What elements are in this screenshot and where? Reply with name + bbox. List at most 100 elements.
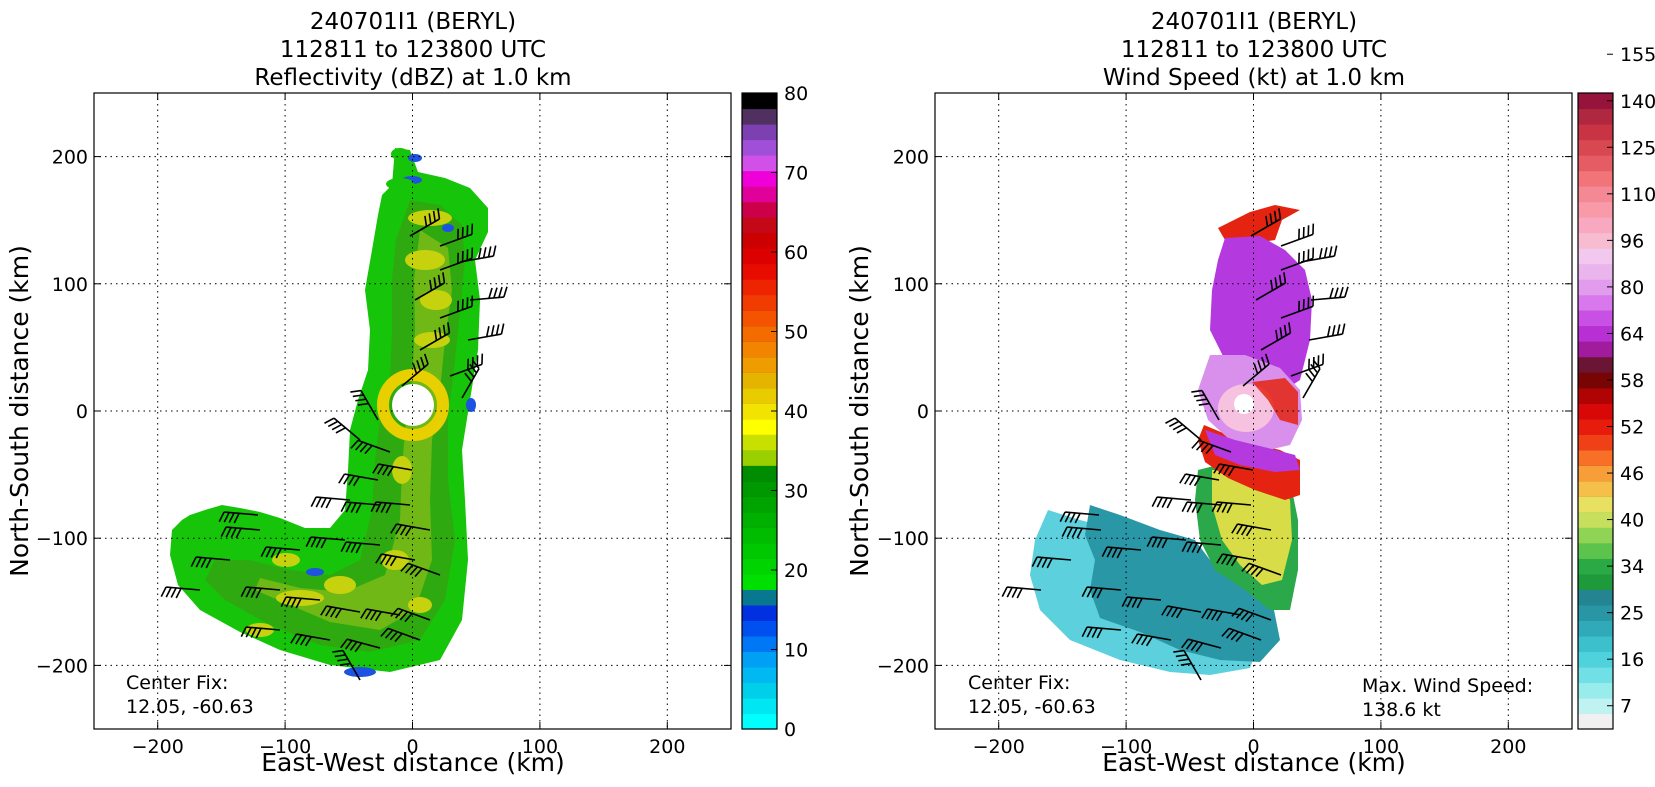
wind-barb (375, 553, 416, 567)
y-tick-label: −100 (36, 528, 88, 550)
isolated-echoes (386, 148, 414, 190)
colorbar-segment (742, 697, 777, 715)
colorbar-wind-speed: 7 16 25 34 40 46 52 58 64 80 96 110 125 140 155 (1577, 44, 1655, 730)
colorbar-tick-label: 34 (1620, 556, 1644, 578)
wind-barb (1280, 223, 1315, 247)
colorbar-segment (1578, 418, 1613, 435)
wind-purple-band (1205, 430, 1300, 472)
x-axis-ticks: −200 −100 0 100 200 (973, 93, 1526, 758)
wind-barb (390, 607, 431, 623)
center-fix-value: 12.05, -60.63 (126, 696, 254, 718)
colorbar-segment (742, 682, 777, 699)
wind-barb (1081, 586, 1122, 599)
colorbar-segment (1578, 217, 1613, 234)
colorbar-segment (742, 108, 777, 125)
colorbar-tick-label: 80 (784, 83, 808, 105)
colorbar-segment (1578, 620, 1613, 637)
wind-barb (467, 323, 505, 341)
colorbar-tick-label: 96 (1620, 230, 1644, 252)
colorbar-segment (742, 604, 777, 622)
x-tick-label: −200 (973, 736, 1025, 758)
wind-barb (1061, 526, 1102, 539)
wind-barb (1308, 323, 1346, 341)
y-tick-label: −200 (36, 655, 88, 677)
wind-barb (1216, 553, 1257, 567)
wind-barb (409, 208, 441, 237)
wind-barb (320, 605, 361, 619)
x-axis-label: East-West distance (km) (1102, 748, 1406, 777)
colorbar-tick-label: 40 (784, 401, 808, 423)
colorbar-segment (1578, 558, 1613, 575)
x-tick-label: 0 (1247, 736, 1259, 758)
colorbar-segment (1578, 449, 1613, 466)
wind-barb (340, 541, 381, 554)
colorbar-segment (1578, 139, 1613, 156)
chart-title-line-1: 240701I1 (BERYL) (1151, 9, 1357, 35)
wind-barb (218, 511, 259, 524)
colorbar-segment (742, 589, 777, 606)
colorbar-tick-label: 40 (1620, 510, 1644, 532)
colorbar-segment (1578, 666, 1613, 684)
wind-speed-panel: 240701I1 (BERYL) 112811 to 123800 UTC Wi… (845, 9, 1655, 777)
colorbar-segment (742, 139, 777, 156)
colorbar-segment (1578, 341, 1613, 358)
wind-barb (401, 353, 429, 387)
wind-barb (1242, 353, 1270, 387)
colorbar-segment (742, 434, 777, 451)
x-tick-label: 100 (1363, 736, 1399, 758)
colorbar-segment (742, 325, 777, 342)
chart-title-line-2: 112811 to 123800 UTC (1121, 37, 1387, 63)
wind-barb (1181, 638, 1222, 653)
colorbar-segment (742, 93, 777, 110)
wind-teal (1085, 505, 1280, 662)
wind-barb (1059, 511, 1100, 524)
wind-barb (360, 608, 401, 622)
x-tick-label: −100 (259, 736, 311, 758)
wind-barb (290, 633, 331, 647)
wind-barb (220, 526, 261, 539)
wind-barb (1221, 627, 1262, 643)
colorbar-segment (1578, 186, 1613, 203)
colorbar-segment (1578, 155, 1613, 172)
wind-speed-field (1030, 205, 1312, 675)
wind-barbs (160, 208, 508, 681)
chart-title-line-3: Wind Speed (kt) at 1.0 km (1103, 65, 1405, 91)
wind-barb (1191, 439, 1232, 455)
colorbar-segment (1578, 511, 1613, 528)
y-tick-label: 200 (893, 147, 929, 169)
wind-purple-north (1210, 236, 1312, 390)
colorbar-segment (742, 620, 777, 637)
eye (392, 384, 434, 426)
colorbar-segment (742, 573, 777, 590)
wind-barb (280, 596, 321, 609)
wind-barb (1081, 626, 1122, 639)
colorbar-segment (1578, 589, 1613, 606)
colorbar-segment (742, 186, 777, 203)
colorbar-segment (742, 170, 777, 187)
colorbar-tick-label: 50 (784, 322, 808, 344)
x-tick-label: −100 (1100, 736, 1152, 758)
colorbar-segment (742, 124, 777, 141)
wind-barb (1173, 649, 1202, 681)
wind-eyewall-red (1252, 378, 1298, 425)
wind-barb (1001, 586, 1042, 599)
wind-barb (370, 501, 411, 514)
wind-barb (469, 286, 508, 301)
wind-barb (1280, 295, 1315, 319)
colorbar-tick-label: 20 (784, 560, 808, 582)
colorbar-segment (742, 403, 777, 420)
colorbar-tick-label: 52 (1620, 417, 1644, 439)
colorbar-segment (1578, 325, 1613, 342)
colorbar-segment (742, 480, 777, 497)
colorbar-segment (742, 511, 777, 528)
wind-barb (1241, 562, 1282, 578)
colorbar-segment (1578, 372, 1613, 389)
colorbar-segment (742, 356, 777, 373)
wind-barb (1031, 556, 1072, 569)
colorbar-segment (742, 651, 777, 668)
wind-barb (338, 473, 379, 487)
colorbar-segment (742, 372, 777, 389)
reflectivity-panel: 240701I1 (BERYL) 112811 to 123800 UTC Re… (5, 9, 808, 777)
max-wind-label: Max. Wind Speed: (1362, 675, 1533, 697)
wind-barb (1280, 247, 1315, 271)
